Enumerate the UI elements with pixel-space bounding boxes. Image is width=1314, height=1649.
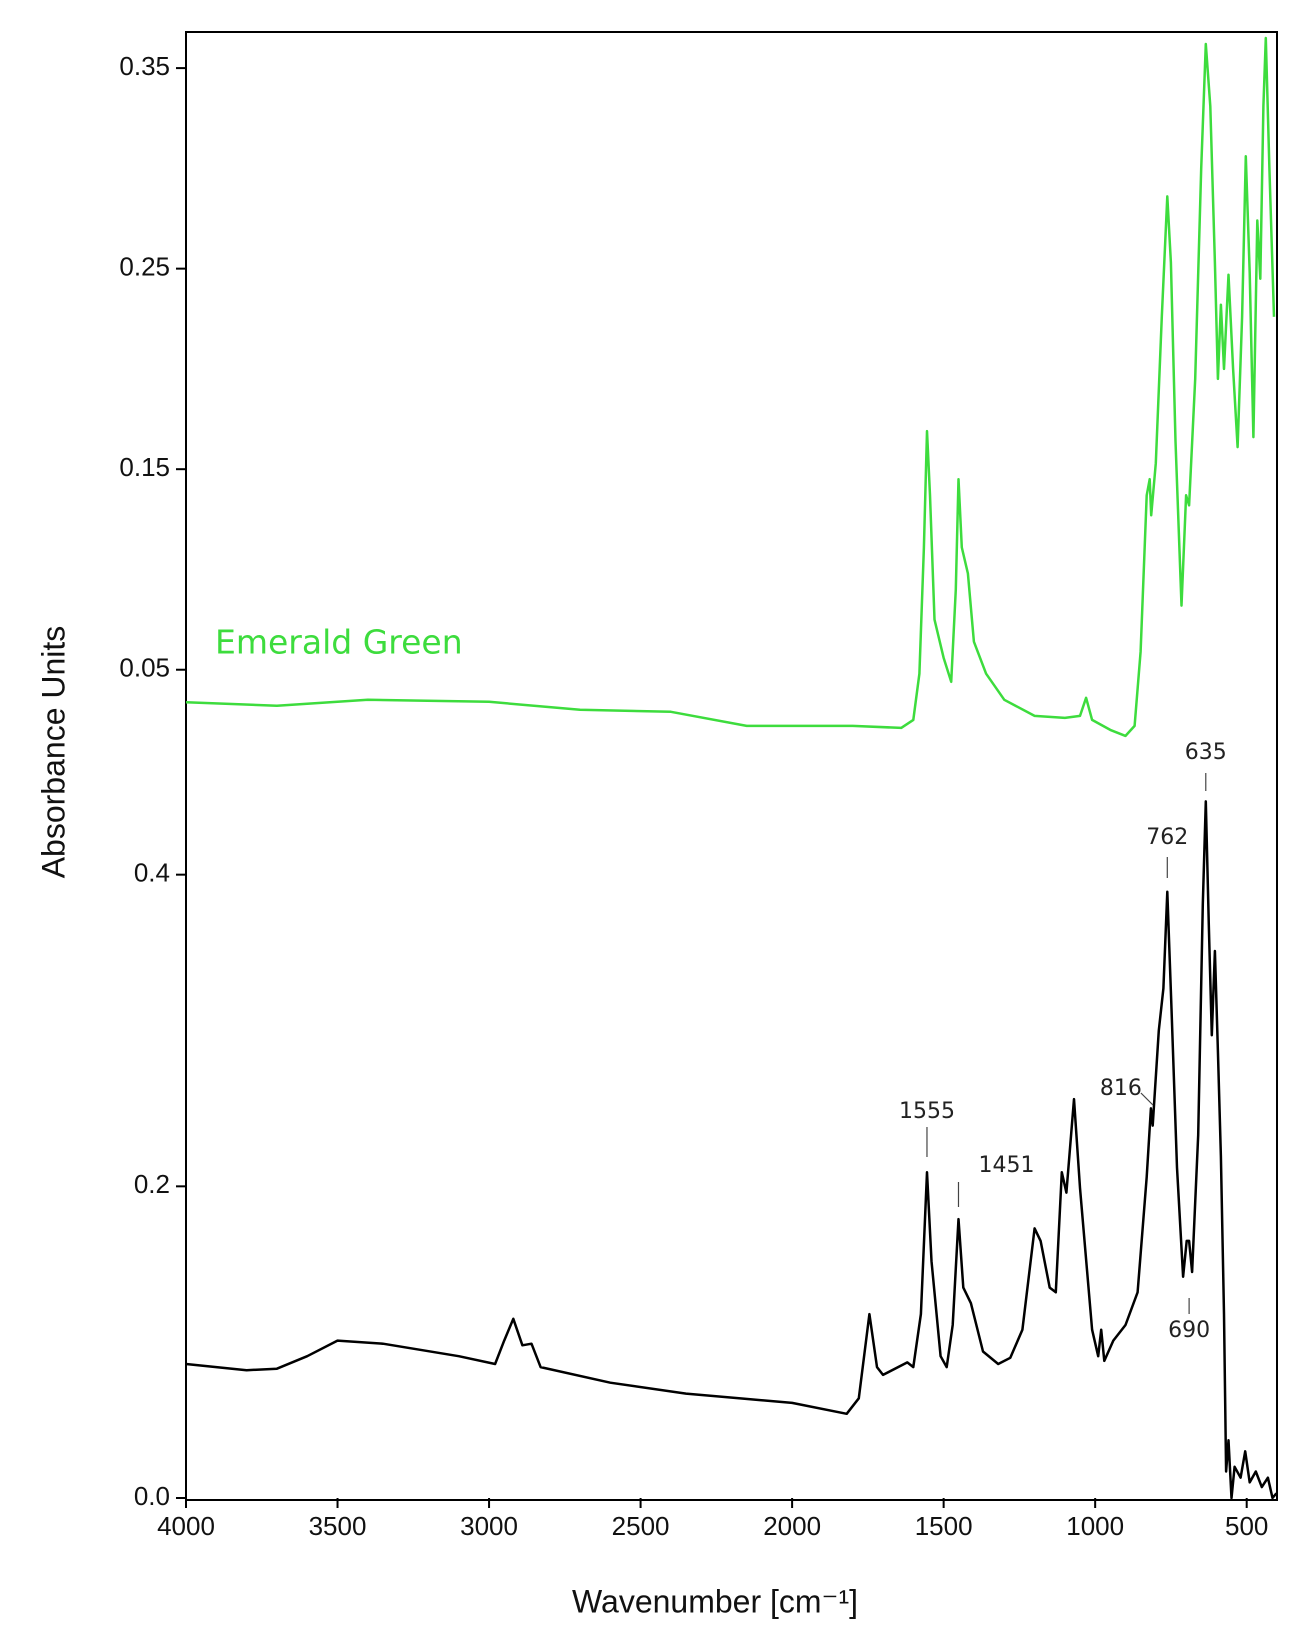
y-tick-label: 0.05 xyxy=(119,653,170,683)
x-tick-label: 2500 xyxy=(612,1511,670,1541)
series-line xyxy=(185,800,1278,1500)
x-tick-label: 1000 xyxy=(1066,1511,1124,1541)
y-tick-label: 0.2 xyxy=(134,1169,170,1199)
y-tick-label: 0.15 xyxy=(119,452,170,482)
y-axis-title: Absorbance Units xyxy=(35,626,71,879)
y-tick-label: 0.0 xyxy=(134,1481,170,1511)
plot-frame xyxy=(185,31,1278,1501)
peak-label: 1555 xyxy=(899,1099,955,1124)
x-tick-label: 500 xyxy=(1225,1511,1268,1541)
x-axis-title: Wavenumber [cm⁻¹] xyxy=(572,1583,858,1619)
peak-label: 762 xyxy=(1146,825,1188,850)
peak-label: 816 xyxy=(1100,1076,1142,1101)
peak-label: 690 xyxy=(1168,1318,1210,1343)
y-tick-label: 0.25 xyxy=(119,252,170,282)
x-tick-label: 3500 xyxy=(309,1511,367,1541)
x-tick-label: 3000 xyxy=(460,1511,518,1541)
y-tick-label: 0.35 xyxy=(119,51,170,81)
x-tick-label: 2000 xyxy=(763,1511,821,1541)
series-annotation: Emerald Green xyxy=(215,623,463,662)
peak-label: 635 xyxy=(1185,740,1227,765)
y-tick-label: 0.4 xyxy=(134,858,170,888)
peak-label: 1451 xyxy=(978,1153,1034,1178)
series-line xyxy=(185,36,1276,738)
x-tick-label: 1500 xyxy=(915,1511,973,1541)
x-tick-label: 4000 xyxy=(157,1511,215,1541)
peak-leader xyxy=(1140,1092,1154,1106)
